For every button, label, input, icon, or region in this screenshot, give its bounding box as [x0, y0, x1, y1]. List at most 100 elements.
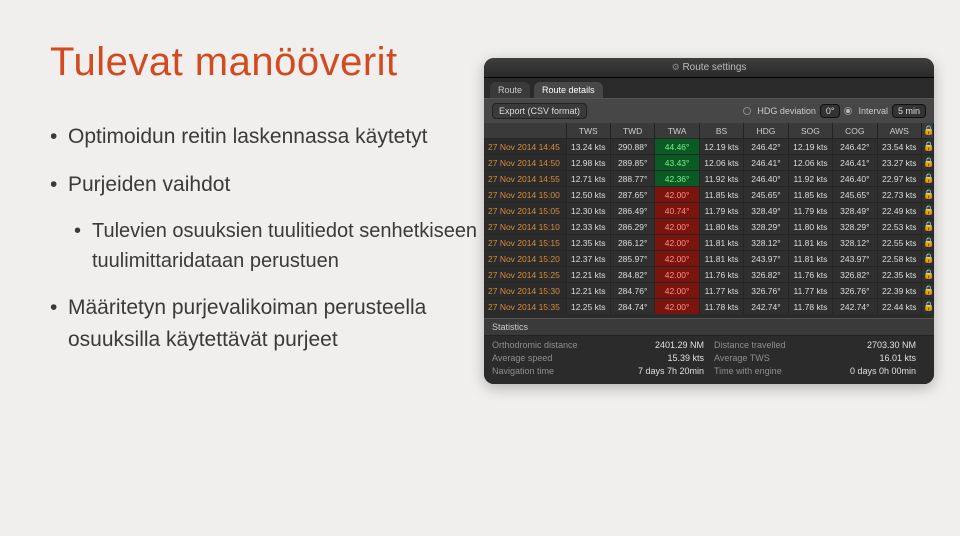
lock-icon: 🔒	[923, 301, 934, 311]
table-cell: 22.97 kts	[877, 171, 921, 187]
table-cell: 288.77°	[610, 171, 654, 187]
table-cell: 284.82°	[610, 267, 654, 283]
table-cell: 12.19 kts	[699, 139, 743, 155]
table-row[interactable]: 27 Nov 2014 14:5012.98 kts289.85°43.43°1…	[484, 155, 934, 171]
table-row[interactable]: 27 Nov 2014 15:2012.37 kts285.97°42.00°1…	[484, 251, 934, 267]
table-row[interactable]: 27 Nov 2014 15:3512.25 kts284.74°42.00°1…	[484, 299, 934, 315]
table-cell: 287.65°	[610, 187, 654, 203]
lock-icon: 🔒	[923, 125, 934, 135]
stat-label: Average speed	[492, 353, 602, 363]
table-cell: 27 Nov 2014 15:00	[484, 187, 566, 203]
table-cell: 11.80 kts	[699, 219, 743, 235]
table-cell: 🔒	[922, 219, 934, 235]
table-cell: 12.98 kts	[566, 155, 610, 171]
table-cell: 326.76°	[833, 283, 877, 299]
table-column-header: HDG	[744, 123, 788, 139]
table-row[interactable]: 27 Nov 2014 14:4513.24 kts290.88°44.46°1…	[484, 139, 934, 155]
table-cell: 284.74°	[610, 299, 654, 315]
table-cell: 42.00°	[655, 283, 699, 299]
table-cell: 🔒	[922, 267, 934, 283]
table-column-header: TWD	[610, 123, 654, 139]
lock-icon: 🔒	[923, 285, 934, 295]
table-cell: 🔒	[922, 251, 934, 267]
table-cell: 326.82°	[833, 267, 877, 283]
table-row[interactable]: 27 Nov 2014 15:2512.21 kts284.82°42.00°1…	[484, 267, 934, 283]
table-cell: 27 Nov 2014 15:30	[484, 283, 566, 299]
table-cell: 🔒	[922, 283, 934, 299]
table-cell: 22.39 kts	[877, 283, 921, 299]
table-cell: 242.74°	[833, 299, 877, 315]
table-cell: 11.78 kts	[699, 299, 743, 315]
table-cell: 289.85°	[610, 155, 654, 171]
table-column-header: 🔒	[922, 123, 934, 139]
bullet-item: Määritetyn purjevalikoiman perusteella o…	[50, 292, 480, 355]
window-title-text: Route settings	[682, 62, 746, 73]
table-cell: 286.12°	[610, 235, 654, 251]
table-cell: 242.74°	[744, 299, 788, 315]
hdg-deviation-label: HDG deviation	[757, 106, 816, 116]
table-cell: 12.71 kts	[566, 171, 610, 187]
table-cell: 245.65°	[833, 187, 877, 203]
table-cell: 🔒	[922, 235, 934, 251]
hdg-deviation-value[interactable]: 0°	[820, 104, 841, 118]
table-cell: 328.29°	[833, 219, 877, 235]
table-row[interactable]: 27 Nov 2014 15:0012.50 kts287.65°42.00°1…	[484, 187, 934, 203]
table-cell: 40.74°	[655, 203, 699, 219]
lock-icon: 🔒	[923, 157, 934, 167]
table-cell: 42.00°	[655, 187, 699, 203]
export-csv-button[interactable]: Export (CSV format)	[492, 103, 587, 119]
table-cell: 11.92 kts	[788, 171, 832, 187]
table-cell: 11.78 kts	[788, 299, 832, 315]
route-settings-panel: ⚙ Route settings Route Route details Exp…	[484, 58, 934, 384]
table-row[interactable]: 27 Nov 2014 15:1012.33 kts286.29°42.00°1…	[484, 219, 934, 235]
table-cell: 12.19 kts	[788, 139, 832, 155]
interval-radio[interactable]	[844, 107, 852, 115]
lock-icon: 🔒	[923, 205, 934, 215]
stat-value: 2703.30 NM	[814, 340, 926, 350]
table-column-header: COG	[833, 123, 877, 139]
table-row[interactable]: 27 Nov 2014 15:3012.21 kts284.76°42.00°1…	[484, 283, 934, 299]
table-row[interactable]: 27 Nov 2014 14:5512.71 kts288.77°42.36°1…	[484, 171, 934, 187]
table-column-header	[484, 123, 566, 139]
table-cell: 22.44 kts	[877, 299, 921, 315]
table-cell: 12.25 kts	[566, 299, 610, 315]
hdg-deviation-radio[interactable]	[743, 107, 751, 115]
interval-value[interactable]: 5 min	[892, 104, 926, 118]
table-cell: 42.00°	[655, 219, 699, 235]
lock-icon: 🔒	[923, 141, 934, 151]
table-cell: 246.41°	[833, 155, 877, 171]
table-cell: 245.65°	[744, 187, 788, 203]
table-cell: 11.76 kts	[788, 267, 832, 283]
table-cell: 27 Nov 2014 15:15	[484, 235, 566, 251]
table-cell: 246.41°	[744, 155, 788, 171]
table-cell: 22.58 kts	[877, 251, 921, 267]
stat-label: Distance travelled	[714, 340, 814, 350]
table-cell: 11.77 kts	[699, 283, 743, 299]
slide-title: Tulevat manööverit	[50, 40, 480, 85]
table-cell: 12.50 kts	[566, 187, 610, 203]
lock-icon: 🔒	[923, 269, 934, 279]
table-cell: 328.49°	[744, 203, 788, 219]
table-cell: 246.40°	[833, 171, 877, 187]
table-cell: 243.97°	[833, 251, 877, 267]
table-cell: 42.00°	[655, 235, 699, 251]
table-cell: 286.49°	[610, 203, 654, 219]
statistics-header: Statistics	[484, 318, 934, 336]
tab-route-details[interactable]: Route details	[534, 82, 603, 98]
table-column-header: AWS	[877, 123, 921, 139]
table-cell: 44.46°	[655, 139, 699, 155]
table-body: 27 Nov 2014 14:4513.24 kts290.88°44.46°1…	[484, 139, 934, 315]
table-column-header: SOG	[788, 123, 832, 139]
table-cell: 328.49°	[833, 203, 877, 219]
interval-label: Interval	[858, 106, 888, 116]
table-row[interactable]: 27 Nov 2014 15:1512.35 kts286.12°42.00°1…	[484, 235, 934, 251]
table-cell: 42.00°	[655, 267, 699, 283]
table-row[interactable]: 27 Nov 2014 15:0512.30 kts286.49°40.74°1…	[484, 203, 934, 219]
stat-value: 15.39 kts	[602, 353, 714, 363]
table-cell: 27 Nov 2014 14:45	[484, 139, 566, 155]
tab-route[interactable]: Route	[490, 82, 530, 98]
bullet-list: Optimoidun reitin laskennassa käytetytPu…	[50, 121, 480, 355]
bullet-item: Purjeiden vaihdot	[50, 169, 480, 201]
lock-icon: 🔒	[923, 221, 934, 231]
table-cell: 12.35 kts	[566, 235, 610, 251]
